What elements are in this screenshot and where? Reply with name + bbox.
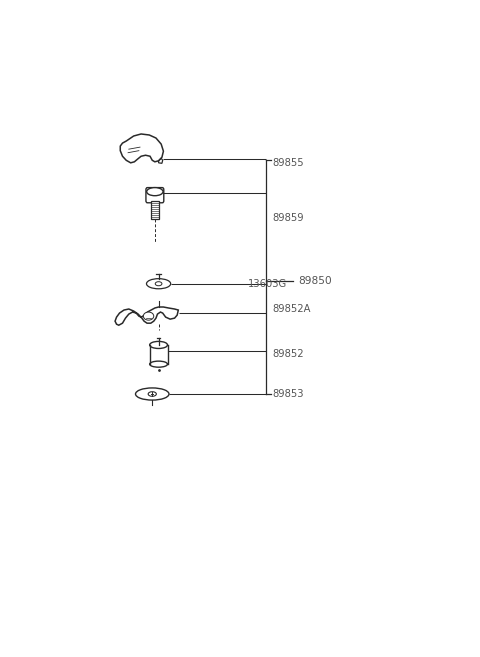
Ellipse shape xyxy=(150,342,168,348)
Text: 13603G: 13603G xyxy=(248,279,287,289)
Text: 89855: 89855 xyxy=(272,158,304,168)
Text: 89853: 89853 xyxy=(272,388,303,399)
Ellipse shape xyxy=(135,388,169,400)
Bar xyxy=(150,345,168,364)
Text: 89852: 89852 xyxy=(272,349,304,359)
Ellipse shape xyxy=(155,282,162,286)
FancyBboxPatch shape xyxy=(146,188,164,203)
Ellipse shape xyxy=(144,312,154,320)
Ellipse shape xyxy=(148,392,156,396)
Ellipse shape xyxy=(147,188,163,196)
Bar xyxy=(151,201,159,219)
Text: 89852A: 89852A xyxy=(272,304,311,314)
Text: 89850: 89850 xyxy=(298,276,332,286)
Ellipse shape xyxy=(146,279,171,289)
Ellipse shape xyxy=(150,361,168,367)
Text: 89859: 89859 xyxy=(272,213,304,223)
